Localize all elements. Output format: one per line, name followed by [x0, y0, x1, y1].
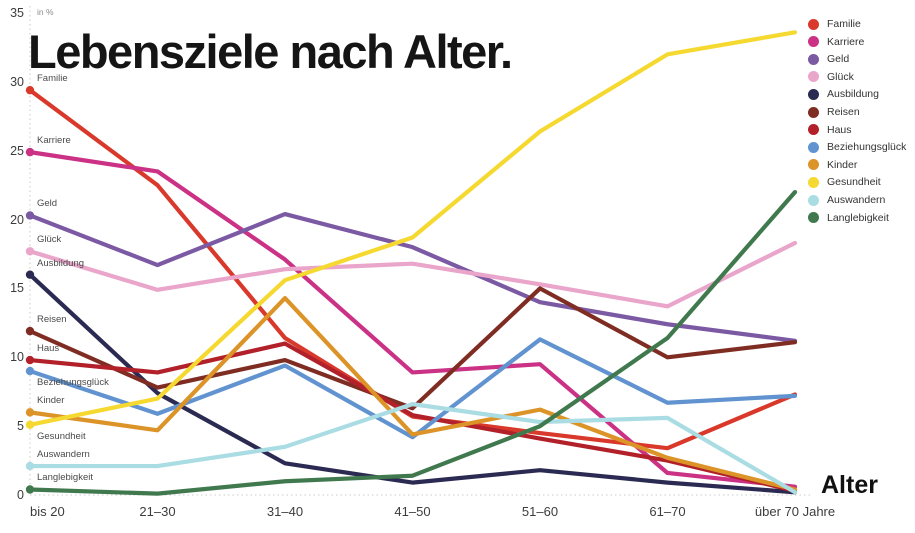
- series-start-dot: [25, 247, 35, 256]
- x-tick-label: 61–70: [649, 504, 686, 519]
- legend-swatch-dot: [808, 141, 819, 153]
- legend-label: Kinder: [827, 158, 858, 171]
- series-label-familie: Familie: [37, 73, 68, 85]
- series-start-dot: [25, 355, 35, 365]
- y-tick-label: 35: [10, 6, 24, 21]
- legend-label: Glück: [827, 70, 854, 83]
- x-tick-label: über 70 Jahre: [754, 504, 836, 519]
- series-line-karriere: [27, 150, 798, 489]
- series-line-gesundheit: [27, 30, 798, 427]
- series-label-glück: Glück: [37, 234, 62, 246]
- legend-swatch-dot: [808, 194, 819, 206]
- legend-label: Ausbildung: [827, 88, 879, 101]
- series-label-gesundheit: Gesundheit: [37, 430, 86, 442]
- series-start-dot: [25, 147, 35, 157]
- legend-item-langlebigkeit: Langlebigkeit: [808, 210, 889, 226]
- series-line-beziehungsglück: [27, 337, 798, 440]
- series-label-geld: Geld: [37, 198, 58, 210]
- series-line-kinder: [27, 295, 798, 492]
- legend-item-glück: Glück: [808, 69, 854, 85]
- series-start-dot: [25, 85, 35, 95]
- legend-swatch-dot: [808, 159, 819, 171]
- legend-label: Beziehungsglück: [827, 141, 907, 154]
- series-label-beziehungsglück: Beziehungsglück: [37, 377, 109, 389]
- legend-item-karriere: Karriere: [808, 34, 864, 50]
- legend-label: Langlebigkeit: [827, 211, 889, 224]
- y-tick-label: 10: [10, 350, 24, 365]
- series-line-familie: [27, 88, 798, 451]
- series-label-ausbildung: Ausbildung: [37, 257, 85, 269]
- series-label-auswandern: Auswandern: [37, 449, 90, 461]
- legend-label: Haus: [827, 123, 852, 136]
- series-line-geld: [27, 211, 798, 343]
- x-tick-label: bis 20: [30, 504, 65, 519]
- series-start-dot: [25, 326, 35, 336]
- legend-label: Karriere: [827, 35, 865, 48]
- x-axis-title: Alter: [821, 471, 878, 499]
- legend-swatch-dot: [808, 53, 819, 65]
- chart-title: Lebensziele nach Alter.: [28, 25, 513, 78]
- legend-label: Reisen: [827, 106, 860, 118]
- legend-swatch-dot: [808, 71, 819, 83]
- series-line-langlebigkeit: [27, 189, 798, 496]
- series-start-dot: [25, 408, 35, 417]
- legend-swatch-dot: [808, 176, 819, 188]
- x-tick-label: 21–30: [139, 504, 176, 519]
- series-line-reisen: [27, 286, 798, 411]
- series-line-glück: [27, 240, 798, 309]
- legend-item-beziehungsglück: Beziehungsglück: [808, 139, 906, 155]
- legend-item-geld: Geld: [808, 51, 849, 67]
- y-tick-label: 20: [10, 212, 24, 227]
- legend-swatch-dot: [808, 124, 819, 136]
- y-tick-label: 0: [17, 488, 24, 502]
- y-tick-label: 25: [10, 143, 24, 158]
- series-label-reisen: Reisen: [37, 314, 67, 326]
- legend-label: Gesundheit: [827, 176, 881, 189]
- legend-item-auswandern: Auswandern: [808, 192, 885, 208]
- unit-label: in %: [37, 7, 54, 17]
- series-start-dot: [25, 485, 35, 494]
- legend-label: Geld: [827, 53, 850, 66]
- legend-item-haus: Haus: [808, 122, 852, 138]
- series-label-karriere: Karriere: [37, 135, 71, 147]
- legend-label: Auswandern: [827, 194, 886, 206]
- legend-item-kinder: Kinder: [808, 157, 857, 173]
- series-start-dot: [25, 420, 35, 429]
- legend-swatch-dot: [808, 106, 819, 118]
- y-tick-label: 5: [17, 419, 24, 434]
- y-tick-label: 30: [10, 74, 24, 89]
- series-start-dot: [25, 366, 35, 376]
- x-tick-label: 41–50: [394, 504, 431, 519]
- legend-swatch-dot: [808, 18, 819, 30]
- series-line-auswandern: [27, 402, 798, 495]
- legend-item-gesundheit: Gesundheit: [808, 174, 881, 190]
- legend-swatch-dot: [808, 88, 819, 100]
- legend-label: Familie: [827, 18, 861, 30]
- legend-swatch-dot: [808, 36, 819, 48]
- y-tick-label: 15: [10, 281, 24, 296]
- series-label-haus: Haus: [37, 343, 60, 355]
- x-tick-label: 31–40: [266, 504, 304, 519]
- series-line-ausbildung: [27, 272, 798, 495]
- legend-item-reisen: Reisen: [808, 104, 860, 120]
- series-line-haus: [27, 341, 798, 493]
- x-tick-label: 51–60: [521, 504, 559, 519]
- series-start-dot: [25, 270, 35, 279]
- legend-swatch-dot: [808, 212, 819, 224]
- legend-item-familie: Familie: [808, 16, 861, 32]
- series-start-dot: [25, 211, 35, 220]
- series-label-kinder: Kinder: [37, 395, 65, 407]
- series-start-dot: [25, 461, 35, 471]
- legend-item-ausbildung: Ausbildung: [808, 86, 879, 102]
- series-label-langlebigkeit: Langlebigkeit: [37, 472, 93, 484]
